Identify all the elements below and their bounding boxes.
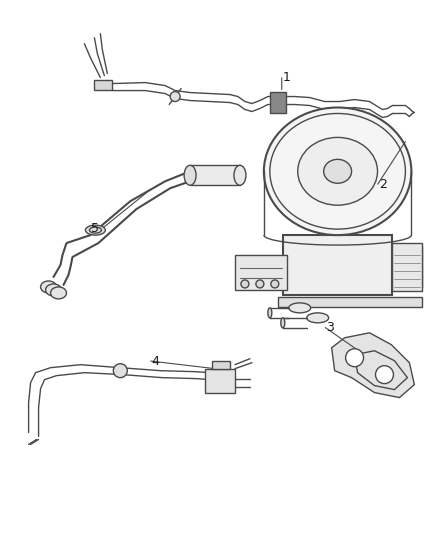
- Circle shape: [241, 280, 249, 288]
- Ellipse shape: [46, 284, 61, 296]
- Bar: [190, 165, 240, 185]
- Bar: [205, 369, 235, 393]
- Circle shape: [271, 280, 279, 288]
- Bar: [283, 235, 392, 295]
- Ellipse shape: [85, 225, 106, 235]
- Polygon shape: [332, 333, 414, 398]
- Ellipse shape: [234, 165, 246, 185]
- Ellipse shape: [289, 303, 311, 313]
- Ellipse shape: [50, 287, 67, 299]
- Ellipse shape: [41, 281, 57, 293]
- Ellipse shape: [307, 313, 328, 323]
- Circle shape: [346, 349, 364, 367]
- Ellipse shape: [281, 318, 285, 328]
- Bar: [235, 255, 287, 290]
- Ellipse shape: [184, 165, 196, 185]
- Bar: [278, 297, 422, 307]
- Ellipse shape: [324, 159, 352, 183]
- Bar: [270, 92, 286, 114]
- Text: 3: 3: [326, 321, 334, 334]
- Text: 1: 1: [283, 71, 290, 84]
- Text: 5: 5: [91, 222, 99, 235]
- Text: 2: 2: [379, 177, 387, 191]
- Bar: [95, 79, 112, 90]
- Ellipse shape: [264, 108, 411, 235]
- Circle shape: [256, 280, 264, 288]
- Bar: [392, 243, 422, 291]
- Bar: [212, 361, 230, 369]
- Circle shape: [170, 92, 180, 101]
- Circle shape: [375, 366, 393, 384]
- Text: 4: 4: [152, 354, 159, 368]
- Ellipse shape: [298, 138, 378, 205]
- Ellipse shape: [268, 308, 272, 318]
- Circle shape: [113, 364, 127, 378]
